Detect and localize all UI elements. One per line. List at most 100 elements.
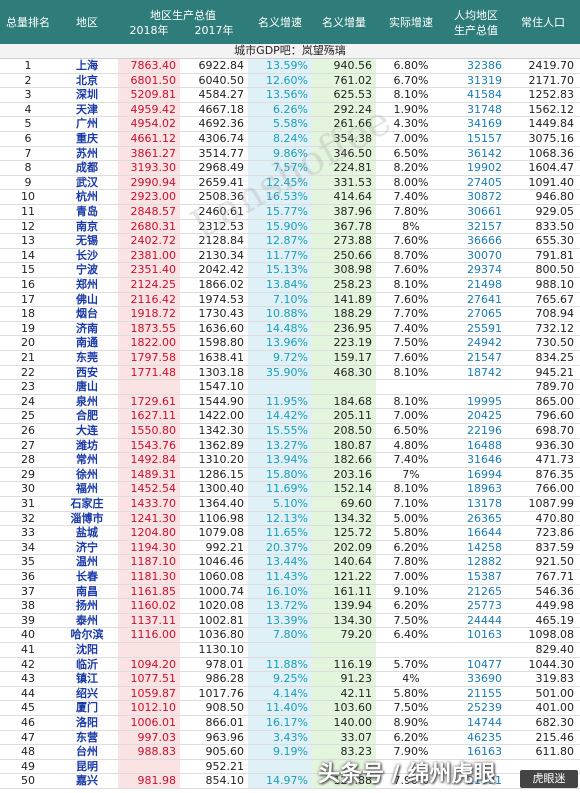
- cell-nominal-increase: 159.17: [312, 351, 376, 365]
- cell-city: 福州: [76, 482, 98, 496]
- cell-nominal-increase: 273.88: [312, 234, 376, 248]
- cell-per-capita: 36666: [467, 234, 502, 248]
- cell-population: 3075.16: [528, 132, 575, 145]
- cell-per-capita: 25239: [467, 701, 502, 715]
- cell-nominal-rate: [248, 643, 312, 657]
- cell-nominal-rate: 15.90%: [248, 219, 312, 234]
- cell-nominal-rate: 11.40%: [248, 701, 312, 715]
- cell-city: 嘉兴: [76, 774, 98, 788]
- cell-gdp-2017: 4584.27: [198, 88, 245, 102]
- cell-per-capita: 10163: [467, 628, 502, 642]
- cell-real-rate: 6.50%: [393, 424, 429, 437]
- cell-nominal-rate: 20.37%: [248, 540, 312, 555]
- cell-gdp-2018: 1627.11: [118, 409, 180, 423]
- cell-real-rate: 7.80%: [393, 205, 429, 218]
- cell-real-rate: 7.40%: [393, 190, 429, 204]
- cell-per-capita: 19902: [467, 161, 502, 175]
- cell-per-capita: 21091: [467, 774, 502, 788]
- cell-population: 655.30: [535, 234, 575, 248]
- cell-per-capita: 25591: [467, 321, 502, 335]
- cell-real-rate: 8.10%: [393, 88, 429, 102]
- cell-city: 东莞: [76, 351, 98, 364]
- cell-gdp-2018: 2124.25: [118, 278, 180, 292]
- cell-gdp-2017: 2130.34: [198, 248, 245, 262]
- cell-gdp-2018: 1492.84: [118, 453, 180, 467]
- cell-gdp-2017: 1974.53: [198, 292, 245, 306]
- cell-gdp-2017: 1300.40: [198, 482, 245, 496]
- cell-population: 796.60: [535, 409, 575, 423]
- cell-real-rate: 6.50%: [393, 146, 429, 160]
- cell-nominal-rate: 14.97%: [248, 774, 312, 788]
- cell-real-rate: 5.70%: [393, 657, 429, 671]
- table-row: 4 天津 4959.42 4667.18 6.26% 292.24 1.90% 31748 15…: [0, 102, 580, 118]
- cell-nominal-rate: 9.25%: [248, 672, 312, 686]
- cell-gdp-2018: 1187.10: [118, 555, 180, 569]
- cell-real-rate: 7.90%: [393, 745, 429, 759]
- cell-population: 789.70: [535, 380, 575, 394]
- cell-gdp-2018: 1094.20: [118, 657, 180, 672]
- cell-population: 834.25: [535, 351, 575, 364]
- cell-nominal-rate: 13.96%: [248, 336, 312, 350]
- table-row: 29 徐州 1489.31 1286.15 15.80% 203.16 7% 16994 876…: [0, 467, 580, 483]
- cell-nominal-rate: 15.77%: [248, 205, 312, 219]
- cell-rank: 11: [21, 205, 35, 218]
- cell-population: 767.71: [535, 570, 575, 583]
- cell-rank: 42: [21, 657, 35, 671]
- cell-city: 宁波: [76, 263, 98, 277]
- cell-per-capita: 31319: [467, 73, 502, 87]
- cell-nominal-rate: 15.13%: [248, 263, 312, 277]
- header-gdp-group: 地区生产总值: [150, 9, 216, 22]
- cell-city: 临沂: [76, 657, 98, 671]
- cell-nominal-rate: [248, 759, 312, 774]
- table-row: 11 青岛 2848.57 2460.61 15.77% 387.96 7.80% 30661…: [0, 205, 580, 220]
- cell-per-capita: 36142: [467, 146, 502, 160]
- cell-nominal-increase: 203.16: [312, 467, 376, 482]
- table-banner: 城市GDP吧：岚望殇璃: [0, 44, 580, 59]
- cell-gdp-2017: 1598.80: [198, 336, 245, 350]
- cell-nominal-increase: 940.56: [312, 59, 376, 73]
- cell-nominal-increase: 42.11: [312, 686, 376, 701]
- cell-gdp-2017: 6922.84: [198, 59, 245, 72]
- cell-population: 215.46: [535, 730, 575, 744]
- cell-per-capita: 16644: [467, 526, 502, 540]
- cell-population: 1562.12: [528, 102, 575, 116]
- table-row: 45 厦门 1012.10 908.50 11.40% 103.60 7.50% 25239 4…: [0, 701, 580, 716]
- cell-city: 唐山: [76, 380, 98, 394]
- cell-per-capita: 22196: [467, 424, 502, 437]
- cell-rank: 4: [24, 102, 32, 116]
- cell-real-rate: 8.10%: [393, 482, 429, 496]
- cell-rank: 28: [21, 453, 35, 467]
- cell-population: 765.67: [535, 292, 575, 306]
- cell-city: 东营: [76, 730, 98, 744]
- cell-nominal-increase: 250.66: [312, 248, 376, 263]
- cell-nominal-rate: 13.44%: [248, 555, 312, 569]
- cell-nominal-increase: 139.94: [312, 599, 376, 613]
- cell-gdp-2018: 1452.54: [118, 482, 180, 496]
- cell-city: 洛阳: [76, 716, 98, 729]
- cell-real-rate: 7.50%: [393, 336, 429, 350]
- cell-gdp-2017: 1020.08: [198, 599, 245, 613]
- cell-nominal-increase: 188.29: [312, 307, 376, 321]
- cell-real-rate: 7.90%: [393, 774, 429, 788]
- cell-city: 镇江: [76, 672, 98, 686]
- cell-rank: 22: [21, 365, 35, 379]
- cell-city: 南京: [76, 219, 98, 233]
- cell-per-capita: 41584: [467, 88, 502, 102]
- cell-per-capita: 16163: [467, 745, 502, 759]
- cell-gdp-2018: 1918.72: [118, 307, 180, 321]
- cell-rank: 45: [21, 701, 35, 715]
- cell-population: 708.94: [535, 307, 575, 321]
- cell-population: 1044.30: [528, 657, 575, 671]
- cell-nominal-increase: 346.50: [312, 146, 376, 161]
- cell-per-capita: 27405: [467, 175, 502, 189]
- cell-rank: 44: [21, 686, 35, 700]
- cell-gdp-2017: 1286.15: [198, 467, 245, 481]
- cell-real-rate: 7.80%: [393, 555, 429, 569]
- cell-real-rate: 4%: [402, 672, 420, 686]
- cell-gdp-2018: 2680.31: [118, 219, 180, 234]
- cell-city: 南通: [76, 336, 98, 350]
- cell-city: 厦门: [76, 701, 98, 715]
- cell-nominal-rate: 7.10%: [248, 292, 312, 307]
- cell-per-capita: 24942: [467, 336, 502, 350]
- cell-gdp-2017: 1017.76: [198, 686, 245, 700]
